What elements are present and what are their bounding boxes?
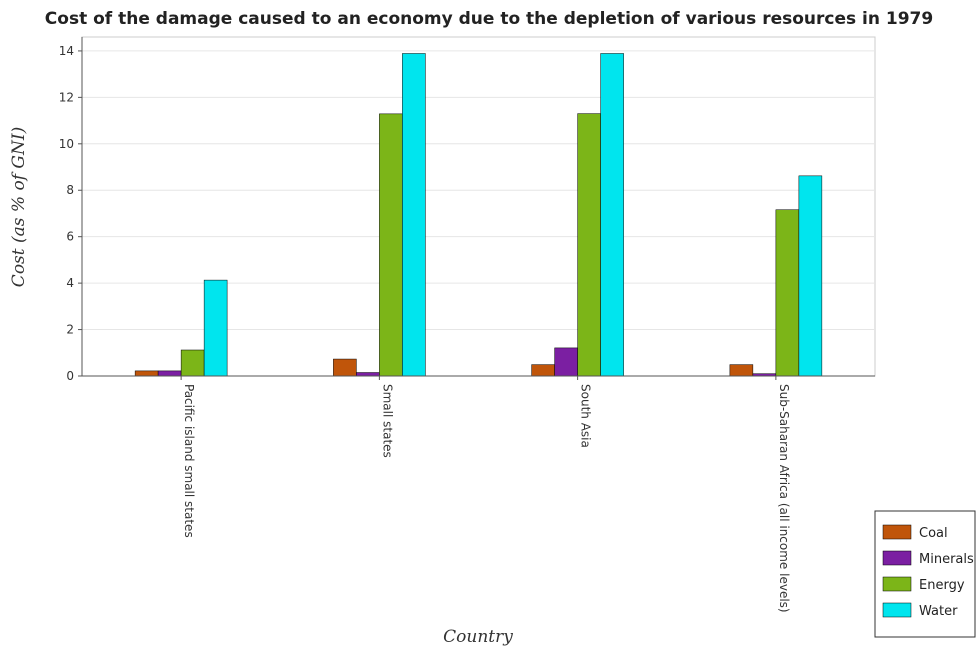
legend-label-energy: Energy <box>919 578 965 593</box>
y-tick-label: 4 <box>66 276 74 290</box>
legend-label-coal: Coal <box>919 526 948 541</box>
legend: Coal Minerals Energy Water <box>874 510 976 638</box>
bar-water <box>203 279 228 377</box>
bar-coal <box>333 358 357 377</box>
bar-energy <box>577 113 601 377</box>
bar-water <box>600 53 624 377</box>
y-tick-label: 2 <box>66 323 74 337</box>
bar-energy <box>775 209 800 377</box>
x-tick-label: Sub-Saharan Africa (all income levels) <box>777 384 791 613</box>
bars <box>81 37 875 377</box>
y-axis-label: Cost (as % of GNI) <box>9 127 29 287</box>
legend-label-water: Water <box>919 604 958 619</box>
bar-coal <box>531 364 555 377</box>
bar-energy <box>180 349 205 377</box>
bar-water <box>798 175 823 377</box>
x-tick-label: Small states <box>380 384 394 458</box>
bar-water <box>402 53 426 377</box>
bar-coal <box>134 370 159 377</box>
y-tick-label: 12 <box>59 90 74 104</box>
y-tick-label: 10 <box>59 137 74 151</box>
bar-minerals <box>356 372 380 377</box>
x-axis-label: Country <box>443 627 513 647</box>
chart-title: Cost of the damage caused to an economy … <box>45 9 933 29</box>
bar-energy <box>379 113 403 377</box>
legend-swatch-coal <box>882 524 912 540</box>
x-axis-ticks: Pacific island small states Small states S… <box>180 376 791 613</box>
x-tick-label: Pacific island small states <box>182 384 196 538</box>
bar-minerals <box>554 347 578 377</box>
legend-swatch-energy <box>882 576 912 592</box>
y-axis-ticks: 0 2 4 6 8 10 12 14 <box>59 44 82 383</box>
y-tick-label: 0 <box>66 369 74 383</box>
legend-swatch-minerals <box>882 550 912 566</box>
x-tick-label: South Asia <box>579 384 593 448</box>
y-tick-label: 6 <box>66 230 74 244</box>
legend-swatch-water <box>882 602 912 618</box>
y-tick-label: 14 <box>59 44 74 58</box>
legend-label-minerals: Minerals <box>919 552 974 567</box>
bar-minerals <box>157 370 182 377</box>
plot-area <box>81 36 876 377</box>
y-tick-label: 8 <box>66 183 74 197</box>
bar-coal <box>729 364 754 377</box>
